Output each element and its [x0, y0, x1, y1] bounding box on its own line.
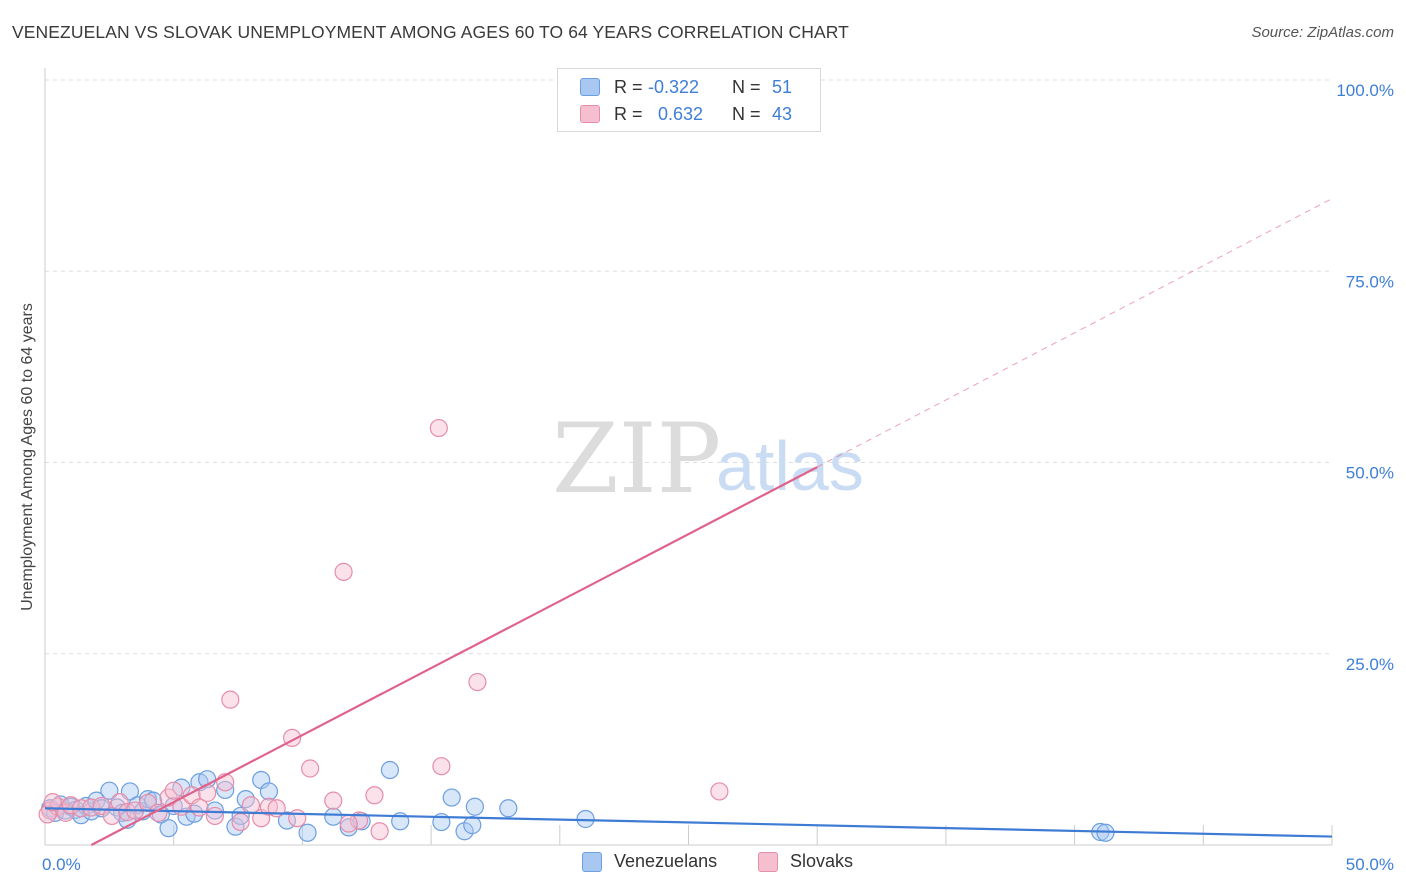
slovaks-point [231, 812, 250, 832]
slovaks-point [429, 418, 448, 438]
x-tick-label: 0.0% [42, 855, 81, 874]
legend-slovaks: Slovaks [758, 851, 853, 872]
slovaks-point [339, 814, 358, 833]
grid [45, 79, 1332, 655]
venezuelans-point [465, 797, 484, 816]
slovaks-point [370, 822, 389, 841]
slovaks-point [432, 757, 451, 776]
slovaks-point [288, 809, 307, 828]
venezuelans-point [463, 816, 482, 835]
n-value: 51 [772, 76, 793, 97]
venezuelans-legend-swatch [582, 851, 602, 872]
source-label: Source: ZipAtlas.com [1251, 24, 1394, 41]
r-label: R = [614, 76, 643, 97]
slovaks-point [205, 806, 224, 826]
venezuelans-point [159, 819, 178, 838]
venezuelans-point [259, 782, 279, 801]
slovaks-swatch [580, 105, 600, 123]
slovaks-point [468, 672, 487, 692]
n-value: 43 [772, 103, 793, 124]
r-value: -0.322 [648, 76, 700, 97]
slovaks-trend-line [90, 466, 818, 846]
y-tick-label: 50.0% [1346, 464, 1394, 483]
venezuelans-legend-label: Venezuelans [614, 851, 718, 871]
venezuelans-point [324, 807, 343, 826]
watermark-atlas: atlas [716, 427, 864, 505]
r-label: R = [614, 103, 643, 124]
venezuelans-point [100, 781, 119, 800]
venezuelans-point [82, 802, 101, 821]
venezuelans-point [298, 823, 317, 842]
slovaks-point [710, 782, 729, 801]
venezuelans-point [216, 780, 235, 800]
tick-labels: 25.0% 50.0% 75.0% 100.0% 0.0% 50.0% [42, 81, 1394, 874]
slovaks-trend-extension [816, 198, 1333, 468]
slovaks-point [301, 759, 320, 778]
x-tick-label: 50.0% [1346, 855, 1394, 874]
venezuelans-point [499, 799, 518, 818]
n-label: N = [732, 103, 761, 124]
venezuelans-trend-line [44, 807, 1333, 838]
slovaks-legend-swatch [758, 851, 778, 872]
watermark-zip: ZIP [552, 403, 721, 515]
slovaks-point [334, 562, 353, 581]
slovaks-point [43, 793, 62, 812]
slovaks-point [221, 690, 240, 709]
n-label: N = [732, 76, 761, 97]
y-tick-label: 25.0% [1346, 655, 1394, 674]
legend-venezuelans: Venezuelans [582, 851, 717, 872]
axes [44, 68, 1333, 846]
slovaks-legend-label: Slovaks [790, 851, 854, 871]
chart-title: VENEZUELAN VS SLOVAK UNEMPLOYMENT AMONG … [12, 22, 849, 42]
slovaks-point [164, 781, 183, 800]
venezuelans-point [442, 788, 461, 807]
venezuelans-point [205, 801, 224, 820]
slovaks-point [365, 786, 384, 805]
slovaks-point [324, 791, 343, 810]
legend-row-slovaks: R = 0.632 N = 43 [580, 102, 792, 126]
venezuelans-point [380, 760, 400, 780]
watermark: ZIP atlas [552, 403, 864, 515]
trend-lines [44, 198, 1333, 846]
y-tick-label: 100.0% [1336, 81, 1394, 100]
y-tick-label: 75.0% [1346, 272, 1394, 291]
slovaks-point [118, 803, 137, 822]
correlation-legend: R = -0.322 N = 51 R = 0.632 N = 43 [557, 68, 821, 132]
slovaks-point [259, 797, 279, 816]
venezuelans-swatch [580, 78, 600, 96]
r-value: 0.632 [658, 103, 704, 124]
legend-row-venezuelans: R = -0.322 N = 51 [580, 75, 792, 99]
